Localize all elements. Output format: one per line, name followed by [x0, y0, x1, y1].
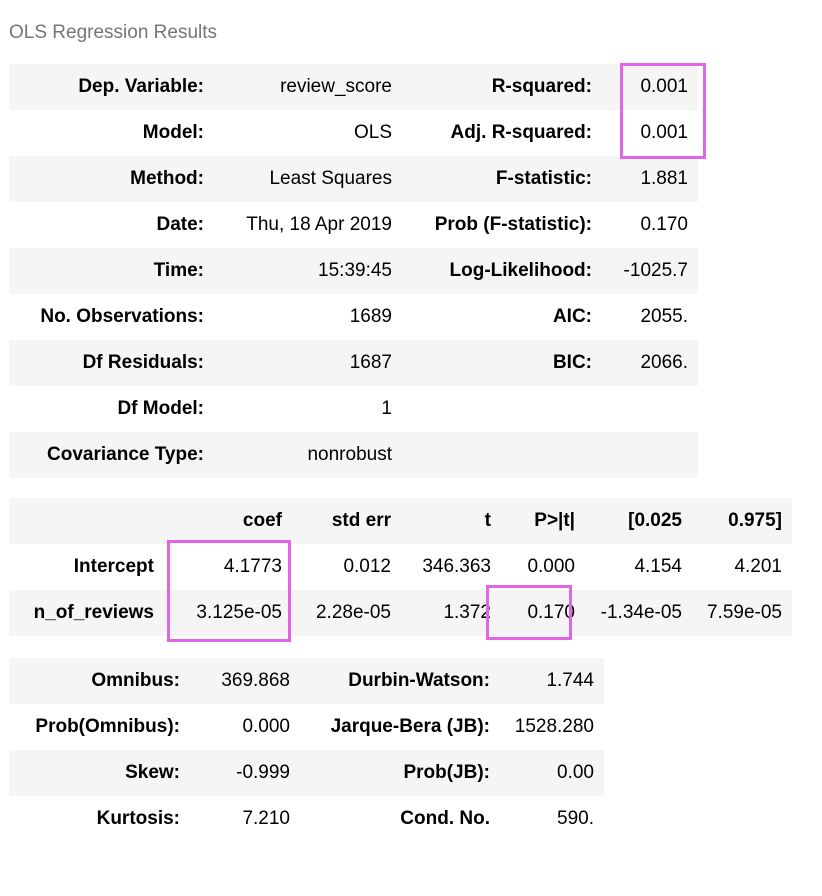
coefficient-table: coef std err t P>|t| [0.025 0.975] Inter…: [9, 498, 792, 636]
table-caption: OLS Regression Results: [9, 22, 218, 43]
coef-cell: 1.372: [443, 602, 491, 623]
summary-value: nonrobust: [307, 444, 392, 465]
summary-value: Thu, 18 Apr 2019: [246, 214, 392, 235]
coef-row-label: Intercept: [73, 556, 154, 577]
summary-label: R-squared:: [491, 76, 592, 97]
coef-cell: 346.363: [422, 556, 491, 577]
diagnostics-row: Omnibus: 369.868 Durbin-Watson: 1.744: [9, 658, 604, 704]
diagnostics-value: 590.: [557, 808, 594, 829]
diagnostics-label: Prob(JB):: [403, 762, 490, 783]
coef-cell: 0.170: [527, 602, 575, 623]
summary-row: Covariance Type: nonrobust: [9, 432, 698, 478]
summary-value: 1.881: [640, 168, 688, 189]
coef-cell: 4.1773: [223, 556, 282, 577]
diagnostics-table: Omnibus: 369.868 Durbin-Watson: 1.744 Pr…: [9, 658, 604, 842]
summary-value: 0.170: [640, 214, 688, 235]
coef-header: [0.025: [628, 510, 682, 531]
diagnostics-value: 1528.280: [514, 716, 594, 737]
coef-header: coef: [242, 510, 282, 531]
diagnostics-value: 0.00: [557, 762, 594, 783]
diagnostics-value: -0.999: [236, 762, 290, 783]
diagnostics-value: 7.210: [242, 808, 290, 829]
coef-cell: -1.34e-05: [600, 602, 682, 623]
diagnostics-value: 1.744: [546, 670, 594, 691]
diagnostics-value: 369.868: [221, 670, 290, 691]
diagnostics-row: Prob(Omnibus): 0.000 Jarque-Bera (JB): 1…: [9, 704, 604, 750]
diagnostics-row: Skew: -0.999 Prob(JB): 0.00: [9, 750, 604, 796]
summary-label: Date:: [156, 214, 204, 235]
diagnostics-label: Skew:: [125, 762, 180, 783]
coef-cell: 4.201: [734, 556, 782, 577]
summary-value: OLS: [353, 122, 392, 143]
summary-label: Adj. R-squared:: [450, 122, 592, 143]
summary-label: Time:: [153, 260, 204, 281]
diagnostics-label: Cond. No.: [400, 808, 490, 829]
summary-value: 1689: [349, 306, 392, 327]
coef-cell: 2.28e-05: [315, 602, 391, 623]
summary-value: 15:39:45: [318, 260, 392, 281]
diagnostics-label: Kurtosis:: [96, 808, 180, 829]
summary-label: Method:: [130, 168, 204, 189]
summary-row: Time: 15:39:45 Log-Likelihood: -1025.7: [9, 248, 698, 294]
summary-value: -1025.7: [623, 260, 688, 281]
coef-row-n-of-reviews: n_of_reviews 3.125e-05 2.28e-05 1.372 0.…: [9, 590, 792, 636]
coef-header: t: [484, 510, 491, 531]
coef-cell: 3.125e-05: [196, 602, 282, 623]
summary-row: Model: OLS Adj. R-squared: 0.001: [9, 110, 698, 156]
summary-value: 0.001: [640, 76, 688, 97]
summary-row: Method: Least Squares F-statistic: 1.881: [9, 156, 698, 202]
summary-row: No. Observations: 1689 AIC: 2055.: [9, 294, 698, 340]
coef-row-intercept: Intercept 4.1773 0.012 346.363 0.000 4.1…: [9, 544, 792, 590]
summary-value: 1: [381, 398, 392, 419]
summary-label: Prob (F-statistic):: [434, 214, 592, 235]
coef-cell: 0.012: [343, 556, 391, 577]
summary-value: Least Squares: [269, 168, 392, 189]
coef-row-label: n_of_reviews: [33, 602, 154, 623]
coef-header: std err: [331, 510, 391, 531]
summary-value: 2055.: [640, 306, 688, 327]
summary-label: No. Observations:: [40, 306, 204, 327]
summary-label: F-statistic:: [495, 168, 592, 189]
diagnostics-row: Kurtosis: 7.210 Cond. No. 590.: [9, 796, 604, 842]
coef-cell: 4.154: [634, 556, 682, 577]
coef-cell: 7.59e-05: [706, 602, 782, 623]
summary-label: Df Residuals:: [82, 352, 204, 373]
summary-value: 0.001: [640, 122, 688, 143]
summary-row: Dep. Variable: review_score R-squared: 0…: [9, 64, 698, 110]
summary-label: Log-Likelihood:: [449, 260, 592, 281]
summary-label: Covariance Type:: [47, 444, 204, 465]
summary-row: Df Residuals: 1687 BIC: 2066.: [9, 340, 698, 386]
diagnostics-value: 0.000: [242, 716, 290, 737]
diagnostics-label: Durbin-Watson:: [348, 670, 490, 691]
diagnostics-label: Omnibus:: [91, 670, 180, 691]
summary-label: AIC:: [552, 306, 592, 327]
coef-header: P>|t|: [534, 510, 575, 531]
coef-header-row: coef std err t P>|t| [0.025 0.975]: [9, 498, 792, 544]
summary-value: 1687: [349, 352, 392, 373]
diagnostics-label: Jarque-Bera (JB):: [330, 716, 490, 737]
summary-label: Df Model:: [117, 398, 204, 419]
summary-label: [402, 432, 602, 478]
summary-row: Df Model: 1: [9, 386, 698, 432]
summary-label: Model:: [142, 122, 204, 143]
diagnostics-label: Prob(Omnibus):: [35, 716, 180, 737]
coef-header: 0.975]: [728, 510, 782, 531]
summary-value: [602, 386, 698, 432]
coef-header-blank: [9, 498, 164, 544]
summary-value: 2066.: [640, 352, 688, 373]
model-summary-table: Dep. Variable: review_score R-squared: 0…: [9, 64, 698, 478]
summary-value: review_score: [280, 76, 392, 97]
coef-cell: 0.000: [527, 556, 575, 577]
summary-label: Dep. Variable:: [78, 76, 204, 97]
summary-value: [602, 432, 698, 478]
summary-label: [402, 386, 602, 432]
summary-row: Date: Thu, 18 Apr 2019 Prob (F-statistic…: [9, 202, 698, 248]
summary-label: BIC:: [552, 352, 592, 373]
